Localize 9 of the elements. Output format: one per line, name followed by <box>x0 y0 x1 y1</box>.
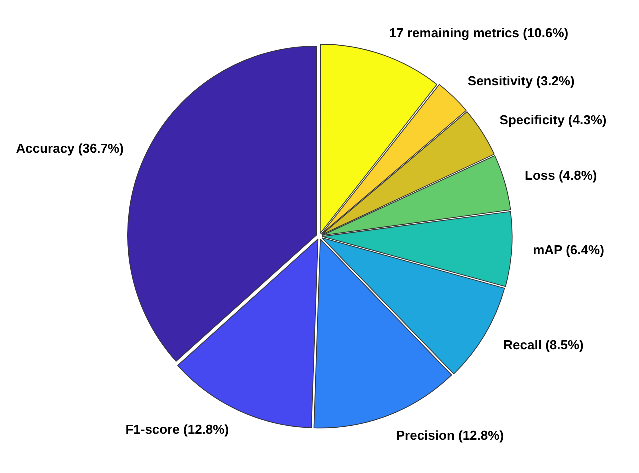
slice-label: Recall (8.5%) <box>504 337 584 352</box>
slice-label: F1-score (12.8%) <box>126 422 230 438</box>
slice-label: mAP (6.4%) <box>533 242 604 258</box>
slice-label: Specificity (4.3%) <box>500 112 607 128</box>
slice-label: Precision (12.8%) <box>396 428 504 443</box>
slice-label: Loss (4.8%) <box>525 168 598 184</box>
slice-label: 17 remaining metrics (10.6%) <box>389 26 569 41</box>
slice-label: Accuracy (36.7%) <box>16 140 124 156</box>
slice-label: Sensitivity (3.2%) <box>468 74 575 89</box>
